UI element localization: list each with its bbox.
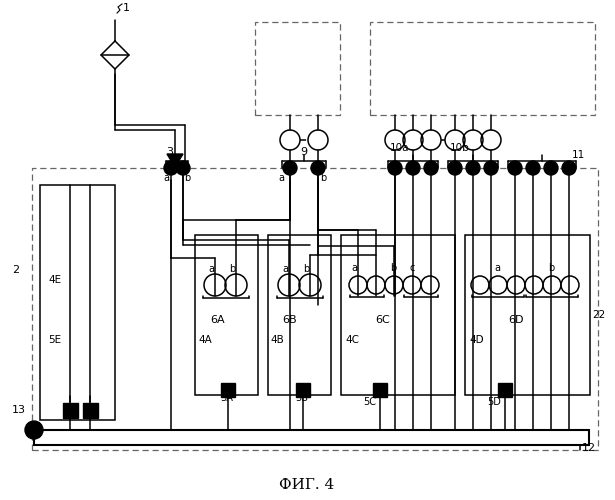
Circle shape bbox=[311, 161, 325, 175]
Circle shape bbox=[448, 161, 462, 175]
Bar bbox=[373, 383, 387, 397]
Circle shape bbox=[526, 161, 540, 175]
Circle shape bbox=[544, 161, 558, 175]
Text: 3: 3 bbox=[166, 147, 173, 157]
Text: a: a bbox=[208, 264, 214, 274]
Text: 9: 9 bbox=[300, 147, 307, 157]
Bar bbox=[34, 430, 589, 445]
Text: c: c bbox=[409, 263, 415, 273]
Text: 5B: 5B bbox=[295, 393, 308, 403]
Text: 13: 13 bbox=[12, 405, 26, 415]
Bar bbox=[32, 168, 598, 450]
Text: a: a bbox=[163, 173, 169, 183]
Circle shape bbox=[25, 421, 43, 439]
Text: a: a bbox=[278, 173, 284, 183]
Bar bbox=[255, 22, 340, 115]
Text: 4B: 4B bbox=[270, 335, 284, 345]
Text: a: a bbox=[494, 263, 500, 273]
Bar bbox=[465, 235, 590, 395]
Circle shape bbox=[406, 161, 420, 175]
Circle shape bbox=[176, 161, 190, 175]
Bar bbox=[82, 402, 98, 417]
Circle shape bbox=[484, 161, 498, 175]
Bar bbox=[341, 235, 455, 395]
Bar bbox=[195, 235, 258, 395]
Text: a: a bbox=[282, 264, 288, 274]
Text: 4A: 4A bbox=[198, 335, 212, 345]
Text: 5A: 5A bbox=[220, 393, 233, 403]
Text: 6B: 6B bbox=[282, 315, 296, 325]
Text: b: b bbox=[303, 264, 309, 274]
Bar bbox=[63, 402, 77, 417]
Text: 6C: 6C bbox=[375, 315, 390, 325]
Text: 22: 22 bbox=[592, 310, 605, 320]
Circle shape bbox=[466, 161, 480, 175]
Text: b: b bbox=[184, 173, 190, 183]
Text: 2: 2 bbox=[12, 265, 19, 275]
Text: 10b: 10b bbox=[450, 143, 470, 153]
Circle shape bbox=[283, 161, 297, 175]
Bar bbox=[221, 383, 235, 397]
Circle shape bbox=[388, 161, 402, 175]
Bar bbox=[498, 383, 512, 397]
Circle shape bbox=[562, 161, 576, 175]
Text: 4C: 4C bbox=[345, 335, 359, 345]
Text: 4D: 4D bbox=[469, 335, 483, 345]
Polygon shape bbox=[167, 154, 183, 167]
Circle shape bbox=[164, 161, 178, 175]
Circle shape bbox=[508, 161, 522, 175]
Text: b: b bbox=[548, 263, 554, 273]
Text: 5C: 5C bbox=[363, 397, 376, 407]
Text: b: b bbox=[229, 264, 236, 274]
Text: a: a bbox=[351, 263, 357, 273]
Text: ФИГ. 4: ФИГ. 4 bbox=[279, 478, 335, 492]
Circle shape bbox=[424, 161, 438, 175]
Bar bbox=[40, 185, 115, 420]
Text: 6A: 6A bbox=[210, 315, 224, 325]
Text: 1: 1 bbox=[123, 3, 130, 13]
Text: 5D: 5D bbox=[487, 397, 501, 407]
Text: 4E: 4E bbox=[48, 275, 61, 285]
Bar bbox=[370, 22, 595, 115]
Text: b: b bbox=[390, 263, 396, 273]
Text: 12: 12 bbox=[582, 443, 596, 453]
Text: 10a: 10a bbox=[390, 143, 410, 153]
Bar bbox=[268, 235, 331, 395]
Bar bbox=[296, 383, 310, 397]
Text: 11: 11 bbox=[572, 150, 585, 160]
Text: 5E: 5E bbox=[48, 335, 61, 345]
Text: b: b bbox=[320, 173, 326, 183]
Text: 6D: 6D bbox=[508, 315, 523, 325]
